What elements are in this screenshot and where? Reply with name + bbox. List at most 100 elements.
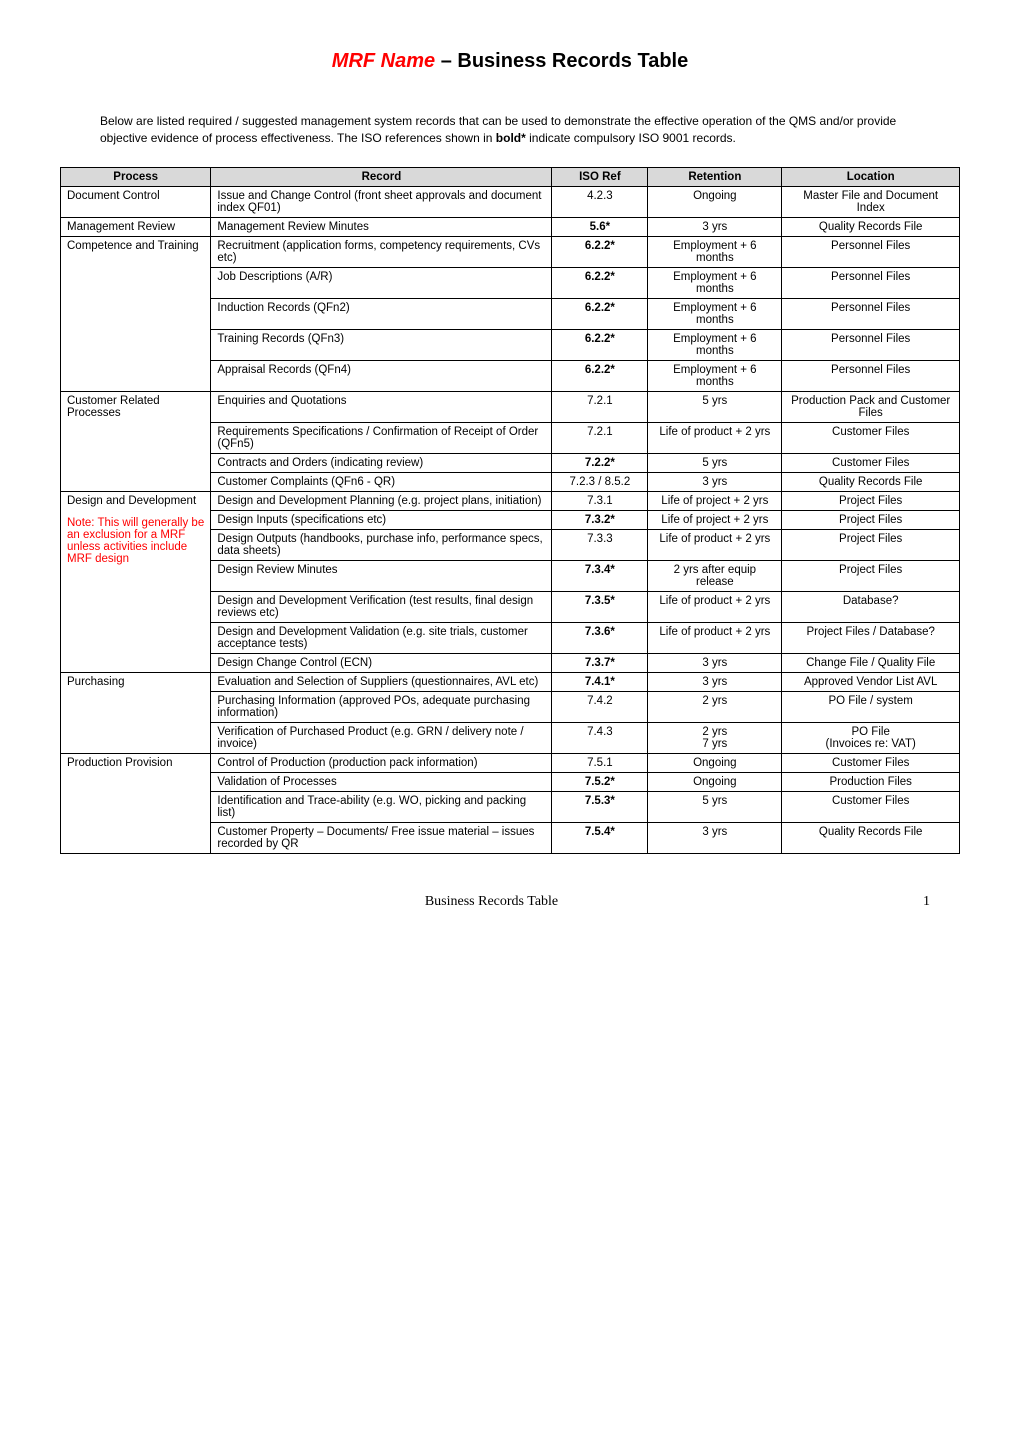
record-cell: Verification of Purchased Product (e.g. … (211, 722, 552, 753)
iso-ref-cell: 7.2.1 (552, 391, 648, 422)
process-label: Customer Related Processes (67, 395, 204, 419)
location-cell: Database? (782, 591, 960, 622)
retention-cell: Employment + 6 months (648, 360, 782, 391)
location-cell: Approved Vendor List AVL (782, 672, 960, 691)
location-cell: Project Files (782, 560, 960, 591)
th-record: Record (211, 167, 552, 186)
location-cell: PO File / system (782, 691, 960, 722)
iso-ref-cell: 7.2.3 / 8.5.2 (552, 472, 648, 491)
location-cell: Project Files / Database? (782, 622, 960, 653)
iso-ref-cell: 4.2.3 (552, 186, 648, 217)
record-cell: Design and Development Verification (tes… (211, 591, 552, 622)
location-cell: Personnel Files (782, 329, 960, 360)
record-cell: Requirements Specifications / Confirmati… (211, 422, 552, 453)
location-cell: Project Files (782, 529, 960, 560)
record-cell: Design Change Control (ECN) (211, 653, 552, 672)
retention-cell: 3 yrs (648, 653, 782, 672)
retention-cell: 5 yrs (648, 453, 782, 472)
location-cell: Quality Records File (782, 217, 960, 236)
location-cell: Personnel Files (782, 236, 960, 267)
location-cell: Production Pack and Customer Files (782, 391, 960, 422)
retention-cell: Life of product + 2 yrs (648, 529, 782, 560)
iso-ref-cell: 7.5.2* (552, 772, 648, 791)
location-cell: Customer Files (782, 791, 960, 822)
iso-ref-cell: 7.3.4* (552, 560, 648, 591)
iso-ref-cell: 6.2.2* (552, 298, 648, 329)
record-cell: Control of Production (production pack i… (211, 753, 552, 772)
record-cell: Design Inputs (specifications etc) (211, 510, 552, 529)
retention-cell: Ongoing (648, 186, 782, 217)
retention-cell: Life of product + 2 yrs (648, 622, 782, 653)
iso-ref-cell: 6.2.2* (552, 267, 648, 298)
retention-cell: 2 yrs7 yrs (648, 722, 782, 753)
table-row: Document Control Issue and Change Control… (61, 186, 960, 217)
record-cell: Design Outputs (handbooks, purchase info… (211, 529, 552, 560)
iso-ref-cell: 7.3.2* (552, 510, 648, 529)
title-separator: – (435, 50, 457, 72)
record-cell: Enquiries and Quotations (211, 391, 552, 422)
record-cell: Identification and Trace-ability (e.g. W… (211, 791, 552, 822)
record-cell: Customer Complaints (QFn6 - QR) (211, 472, 552, 491)
th-location: Location (782, 167, 960, 186)
iso-ref-cell: 7.4.1* (552, 672, 648, 691)
record-cell: Purchasing Information (approved POs, ad… (211, 691, 552, 722)
record-cell: Design and Development Validation (e.g. … (211, 622, 552, 653)
retention-cell: 5 yrs (648, 791, 782, 822)
location-cell: Change File / Quality File (782, 653, 960, 672)
location-cell: Quality Records File (782, 822, 960, 853)
process-label: Competence and Training (67, 240, 204, 252)
record-cell: Job Descriptions (A/R) (211, 267, 552, 298)
retention-cell: Life of project + 2 yrs (648, 510, 782, 529)
iso-ref-cell: 7.5.4* (552, 822, 648, 853)
table-row: Production Provision Control of Productio… (61, 753, 960, 772)
intro-paragraph: Below are listed required / suggested ma… (100, 113, 920, 147)
footer-page-number: 1 (923, 894, 930, 910)
location-cell: Personnel Files (782, 298, 960, 329)
retention-cell: 5 yrs (648, 391, 782, 422)
record-cell: Appraisal Records (QFn4) (211, 360, 552, 391)
iso-ref-cell: 7.2.2* (552, 453, 648, 472)
location-cell: Master File and Document Index (782, 186, 960, 217)
iso-ref-cell: 7.3.3 (552, 529, 648, 560)
record-cell: Recruitment (application forms, competen… (211, 236, 552, 267)
location-cell: PO File(Invoices re: VAT) (782, 722, 960, 753)
retention-cell: Life of product + 2 yrs (648, 422, 782, 453)
title-rest: Business Records Table (457, 50, 688, 72)
iso-ref-cell: 7.4.2 (552, 691, 648, 722)
records-table: Process Record ISO Ref Retention Locatio… (60, 167, 960, 854)
iso-ref-cell: 5.6* (552, 217, 648, 236)
iso-ref-cell: 6.2.2* (552, 236, 648, 267)
location-cell: Customer Files (782, 453, 960, 472)
page-title: MRF Name – Business Records Table (60, 50, 960, 73)
location-cell: Customer Files (782, 753, 960, 772)
retention-cell: 2 yrs (648, 691, 782, 722)
iso-ref-cell: 7.2.1 (552, 422, 648, 453)
retention-cell: 3 yrs (648, 472, 782, 491)
process-cell: Customer Related Processes (61, 391, 211, 491)
record-cell: Issue and Change Control (front sheet ap… (211, 186, 552, 217)
retention-cell: Employment + 6 months (648, 329, 782, 360)
process-label: Production Provision (67, 757, 204, 769)
iso-ref-cell: 7.3.6* (552, 622, 648, 653)
process-cell: Design and DevelopmentNote: This will ge… (61, 491, 211, 672)
table-body: Document Control Issue and Change Control… (61, 186, 960, 853)
process-cell: Document Control (61, 186, 211, 217)
record-cell: Evaluation and Selection of Suppliers (q… (211, 672, 552, 691)
record-cell: Contracts and Orders (indicating review) (211, 453, 552, 472)
record-cell: Customer Property – Documents/ Free issu… (211, 822, 552, 853)
iso-ref-cell: 7.5.1 (552, 753, 648, 772)
iso-ref-cell: 7.3.1 (552, 491, 648, 510)
iso-ref-cell: 7.5.3* (552, 791, 648, 822)
location-cell: Personnel Files (782, 360, 960, 391)
process-cell: Management Review (61, 217, 211, 236)
table-row: Customer Related Processes Enquiries and … (61, 391, 960, 422)
retention-cell: Ongoing (648, 753, 782, 772)
iso-ref-cell: 7.4.3 (552, 722, 648, 753)
intro-bold: bold* (496, 131, 526, 145)
iso-ref-cell: 6.2.2* (552, 360, 648, 391)
process-label: Document Control (67, 190, 204, 202)
retention-cell: Employment + 6 months (648, 236, 782, 267)
location-cell: Personnel Files (782, 267, 960, 298)
iso-ref-cell: 6.2.2* (552, 329, 648, 360)
intro-after: indicate compulsory ISO 9001 records. (526, 131, 736, 145)
